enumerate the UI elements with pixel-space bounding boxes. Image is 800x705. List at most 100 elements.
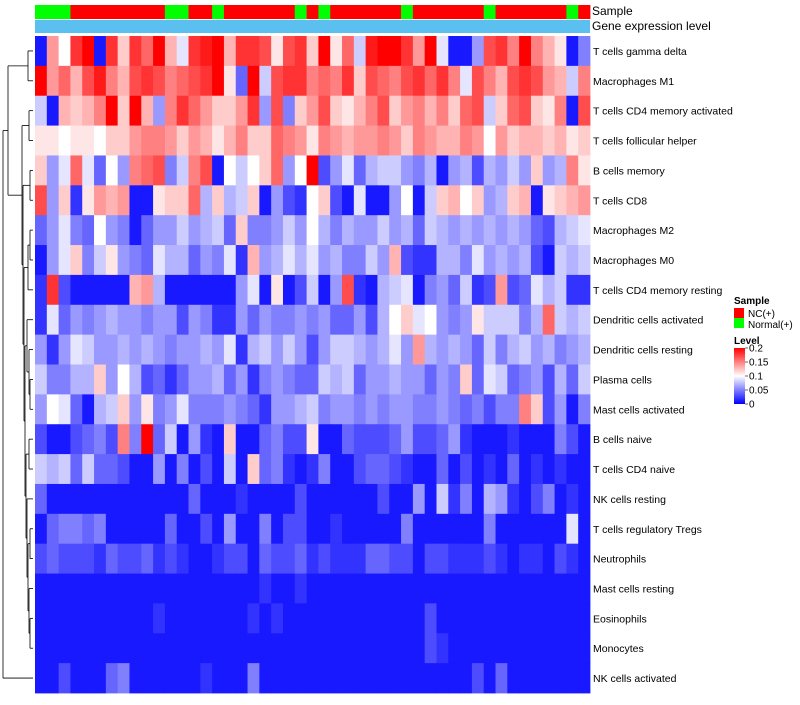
- heatmap-cell: [176, 155, 189, 186]
- heatmap-cell: [164, 274, 178, 306]
- heatmap-cell: [330, 304, 343, 336]
- heatmap-cell: [448, 65, 461, 97]
- heatmap-cell: [389, 483, 402, 515]
- row-label: T cells follicular helper: [593, 136, 697, 148]
- heatmap-cell: [212, 603, 225, 634]
- heatmap-cell: [176, 513, 189, 545]
- heatmap-cell: [495, 364, 508, 395]
- heatmap-cell: [58, 65, 71, 97]
- heatmap-cell: [294, 65, 307, 97]
- heatmap-cell: [318, 454, 331, 485]
- heatmap-cell: [330, 603, 343, 634]
- heatmap-cell: [271, 36, 284, 67]
- heatmap-cell: [35, 603, 48, 634]
- heatmap-cell: [259, 483, 272, 515]
- heatmap-cell: [424, 454, 437, 485]
- heatmap-cell: [554, 125, 567, 156]
- heatmap-cell: [235, 543, 248, 574]
- heatmap-cell: [448, 394, 461, 425]
- heatmap-cell: [554, 36, 567, 67]
- heatmap-cell: [306, 185, 319, 216]
- heatmap-cell: [448, 603, 461, 634]
- heatmap-cell: [46, 454, 60, 485]
- heatmap-cell: [554, 513, 567, 545]
- legend-level: Level 0.2 0.15 0.1 0.05 0: [734, 336, 769, 411]
- sample-annotation-cell: [271, 5, 284, 19]
- heatmap-cell: [176, 334, 189, 365]
- heatmap-cell: [259, 36, 272, 67]
- heatmap-cell: [365, 633, 378, 664]
- heatmap-cell: [389, 215, 402, 246]
- heatmap-cell: [306, 394, 319, 425]
- heatmap-cell: [247, 364, 260, 395]
- heatmap-cell: [212, 36, 225, 67]
- heatmap-cell: [460, 364, 473, 395]
- heatmap-cell: [200, 245, 213, 276]
- heatmap-cell: [483, 65, 496, 97]
- heatmap-cell: [495, 603, 508, 634]
- heatmap-cell: [353, 185, 367, 216]
- heatmap-cell: [247, 304, 260, 336]
- heatmap-cell: [471, 334, 485, 365]
- legend-level-tick-label: 0.1: [749, 372, 763, 383]
- heatmap-cell: [436, 603, 449, 634]
- heatmap-cell: [176, 304, 189, 336]
- heatmap-cell: [330, 513, 343, 545]
- heatmap-cell: [247, 215, 260, 246]
- heatmap-cell: [129, 65, 142, 97]
- heatmap-cell: [117, 155, 130, 186]
- heatmap-cell: [141, 424, 154, 455]
- heatmap-cell: [271, 215, 284, 246]
- heatmap-cell: [141, 334, 154, 365]
- heatmap-cell: [223, 663, 237, 694]
- heatmap-cell: [460, 603, 473, 634]
- heatmap-cell: [389, 663, 402, 694]
- heatmap-cell: [566, 245, 579, 276]
- heatmap-cell: [141, 454, 154, 485]
- sample-annotation-cell: [306, 5, 319, 19]
- heatmap-cell: [188, 125, 201, 156]
- heatmap-cell: [507, 215, 520, 246]
- heatmap-cell: [365, 483, 378, 515]
- heatmap-cell: [46, 603, 60, 634]
- heatmap-cell: [188, 245, 201, 276]
- heatmap-cell: [235, 36, 248, 67]
- heatmap-cell: [318, 633, 331, 664]
- heatmap-cell: [35, 304, 48, 336]
- heatmap-cell: [105, 215, 119, 246]
- heatmap-cell: [70, 274, 83, 306]
- heatmap-cell: [94, 663, 107, 694]
- heatmap-cell: [554, 304, 567, 336]
- heatmap-cell: [578, 245, 591, 276]
- heatmap-cell: [448, 424, 461, 455]
- heatmap-cell: [412, 483, 426, 515]
- heatmap-cell: [554, 185, 567, 216]
- heatmap-cell: [578, 274, 591, 306]
- heatmap-cell: [200, 424, 213, 455]
- heatmap-cell: [377, 543, 390, 574]
- heatmap-cell: [412, 573, 426, 604]
- heatmap-cell: [448, 663, 461, 694]
- heatmap-cell: [94, 185, 107, 216]
- heatmap-cell: [306, 334, 319, 365]
- heatmap-cell: [542, 245, 555, 276]
- heatmap-cell: [105, 185, 119, 216]
- heatmap-cell: [46, 155, 60, 186]
- heatmap-cell: [542, 215, 555, 246]
- heatmap-cell: [377, 633, 390, 664]
- heatmap-cell: [389, 95, 402, 126]
- heatmap-cell: [389, 364, 402, 395]
- heatmap-cell: [330, 274, 343, 306]
- heatmap-cell: [330, 543, 343, 574]
- sample-annotation-cell: [554, 5, 567, 19]
- heatmap-cell: [294, 573, 307, 604]
- heatmap-cell: [141, 364, 154, 395]
- heatmap-cell: [530, 663, 544, 694]
- heatmap-cell: [542, 36, 555, 67]
- heatmap-cell: [105, 513, 119, 545]
- heatmap-cell: [58, 483, 71, 515]
- heatmap-cell: [471, 185, 485, 216]
- heatmap-cell: [129, 543, 142, 574]
- heatmap-cell: [342, 543, 355, 574]
- heatmap-cell: [566, 513, 579, 545]
